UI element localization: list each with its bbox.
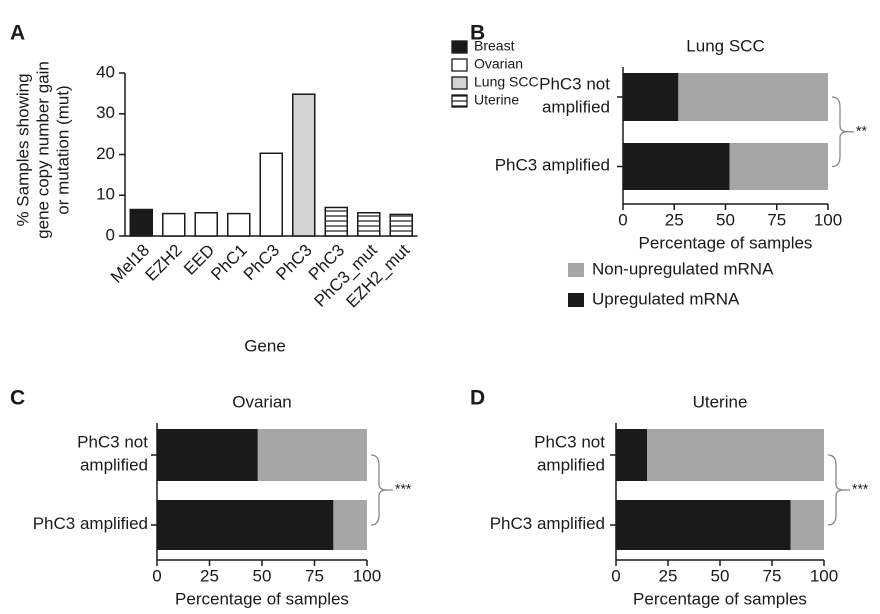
significance-bracket <box>827 454 850 526</box>
y-tick-label: 20 <box>96 144 115 163</box>
x-tick-label: 100 <box>814 210 842 229</box>
x-tick-label: PhC1 <box>207 241 251 285</box>
x-tick-label: PhC3 <box>272 241 316 285</box>
bar-segment <box>729 143 828 190</box>
significance-label: ** <box>856 122 867 138</box>
x-tick-label: PhC3 <box>240 241 284 285</box>
significance-bracket <box>370 454 393 526</box>
chart-title: Ovarian <box>232 392 292 411</box>
bar-segment <box>623 73 679 121</box>
y-tick-label-line: PhC3 not <box>539 75 610 94</box>
significance-label: *** <box>395 481 412 497</box>
x-tick-label: 0 <box>152 566 161 585</box>
panel-letter: A <box>10 22 25 45</box>
x-tick-label: Mel18 <box>107 241 153 287</box>
significance-bracket <box>831 96 854 168</box>
x-tick-label: 50 <box>716 210 735 229</box>
legend-label: Upregulated mRNA <box>592 289 740 308</box>
bar <box>389 213 413 237</box>
y-tick-label: 30 <box>96 103 115 122</box>
y-axis-label: gene copy number gain <box>33 61 52 239</box>
y-tick-label-line: amplified <box>542 98 610 117</box>
significance-label: *** <box>852 481 869 497</box>
x-tick-label: 0 <box>618 210 627 229</box>
legend-label: Non-upregulated mRNA <box>592 259 774 278</box>
legend-swatch <box>568 293 584 307</box>
y-tick-label-line: PhC3 not <box>534 433 605 452</box>
x-axis-label: Gene <box>244 336 286 355</box>
bar <box>194 212 218 237</box>
bar <box>227 212 251 237</box>
bar-segment <box>257 429 367 481</box>
bar-segment <box>157 429 258 481</box>
y-tick-label: PhC3 amplified <box>490 514 605 533</box>
chart-title: Uterine <box>693 392 748 411</box>
panel-letter: D <box>470 387 485 410</box>
x-axis-label: Percentage of samples <box>639 233 813 252</box>
bar-segment <box>333 500 367 550</box>
legend-swatch <box>451 94 468 108</box>
panel-letter: C <box>10 387 25 410</box>
legend-label: Lung SCC <box>474 74 539 90</box>
x-axis-label: Percentage of samples <box>633 589 807 608</box>
x-tick-label: 25 <box>665 210 684 229</box>
x-tick-label: 75 <box>767 210 786 229</box>
bar-segment <box>678 73 828 121</box>
y-tick-label: 40 <box>96 62 115 81</box>
x-tick-label: 25 <box>659 566 678 585</box>
y-tick-label: PhC3 not amplified <box>534 433 605 475</box>
y-tick-label: PhC3 not amplified <box>77 433 148 475</box>
bar-segment <box>616 500 791 550</box>
y-tick-label-line: PhC3 not <box>77 433 148 452</box>
x-tick-label: 25 <box>200 566 219 585</box>
y-tick-label-line: amplified <box>537 456 605 475</box>
x-tick-label: 50 <box>711 566 730 585</box>
y-axis-label: or mutation (mut) <box>53 85 72 214</box>
bar <box>162 212 186 237</box>
bar-segment <box>647 429 824 481</box>
y-tick-label: 0 <box>106 225 115 244</box>
x-tick-label: 50 <box>253 566 272 585</box>
bar-segment <box>623 143 730 190</box>
y-tick-label: 10 <box>96 185 115 204</box>
legend-swatch <box>568 263 584 277</box>
y-tick-label-line: PhC3 amplified <box>33 514 148 533</box>
y-tick-label-line: PhC3 amplified <box>490 514 605 533</box>
y-tick-label: PhC3 amplified <box>33 514 148 533</box>
legend-label: Ovarian <box>474 56 523 72</box>
x-tick-label: 75 <box>305 566 324 585</box>
y-tick-label: PhC3 amplified <box>495 156 610 175</box>
x-tick-label: 100 <box>810 566 838 585</box>
bar <box>324 206 348 237</box>
legend-swatch <box>451 40 468 54</box>
bar <box>259 152 283 237</box>
x-axis-label: Percentage of samples <box>175 589 349 608</box>
panel-letter: B <box>470 22 485 45</box>
y-tick-label-line: PhC3 amplified <box>495 156 610 175</box>
x-tick-label: 100 <box>353 566 381 585</box>
legend-swatch <box>451 58 468 72</box>
bar-segment <box>616 429 648 481</box>
legend-label: Breast <box>474 38 515 54</box>
bar <box>357 212 381 237</box>
x-tick-label: 0 <box>611 566 620 585</box>
bar <box>129 208 153 237</box>
x-tick-label: 75 <box>763 566 782 585</box>
legend-label: Uterine <box>474 92 519 108</box>
legend-swatch <box>451 76 468 90</box>
bar <box>292 93 316 237</box>
y-axis-label: % Samples showing <box>13 73 32 226</box>
y-tick-label: PhC3 not amplified <box>539 75 610 117</box>
bar-segment <box>157 500 334 550</box>
y-tick-label-line: amplified <box>80 456 148 475</box>
x-tick-label: EZH2 <box>142 241 186 285</box>
bar-segment <box>790 500 824 550</box>
chart-title: Lung SCC <box>686 36 764 55</box>
